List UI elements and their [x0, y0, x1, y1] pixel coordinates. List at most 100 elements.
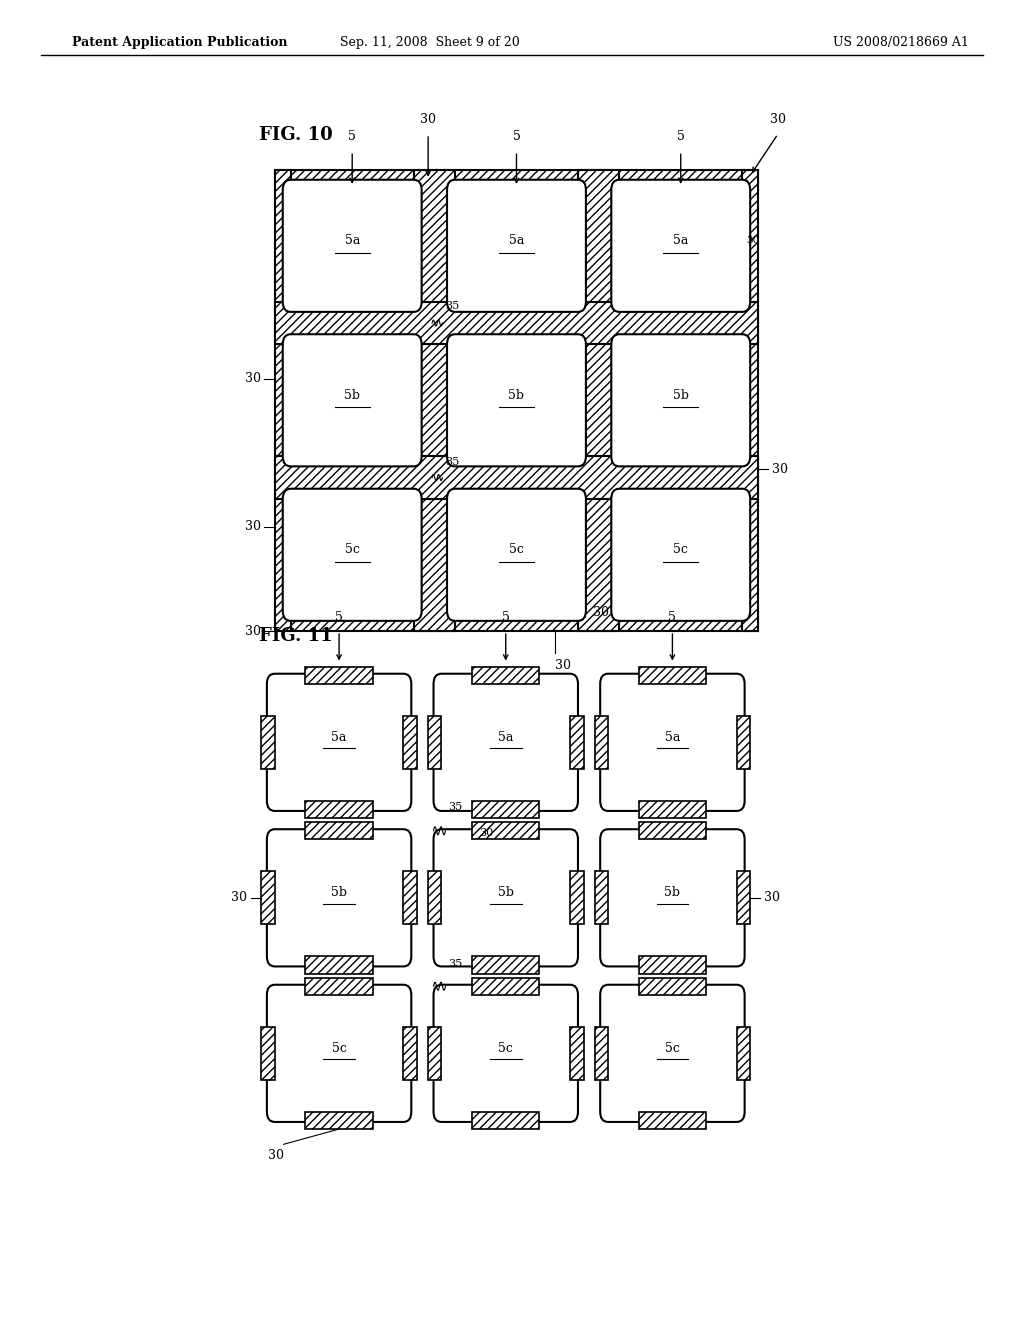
- Text: 5c: 5c: [674, 544, 688, 556]
- Text: 5a: 5a: [498, 731, 513, 743]
- FancyBboxPatch shape: [600, 829, 744, 966]
- Text: 30: 30: [593, 606, 609, 619]
- Bar: [736, 1027, 751, 1080]
- FancyBboxPatch shape: [611, 334, 751, 466]
- Text: FIG. 10: FIG. 10: [259, 127, 333, 144]
- Text: 30: 30: [772, 462, 788, 475]
- Bar: [472, 801, 540, 818]
- Bar: [428, 1027, 441, 1080]
- Bar: [472, 978, 540, 995]
- Bar: [428, 715, 441, 768]
- Text: 5c: 5c: [499, 1041, 513, 1055]
- Text: 30: 30: [245, 372, 260, 385]
- Bar: [742, 169, 758, 631]
- Text: 5b: 5b: [498, 886, 514, 899]
- Text: 30: 30: [746, 236, 760, 244]
- Text: 35: 35: [444, 301, 459, 312]
- FancyBboxPatch shape: [267, 829, 412, 966]
- FancyBboxPatch shape: [447, 180, 586, 312]
- Bar: [305, 956, 373, 974]
- Text: 30: 30: [770, 114, 786, 125]
- FancyBboxPatch shape: [447, 334, 586, 466]
- Text: 35: 35: [447, 803, 462, 812]
- Bar: [472, 822, 540, 840]
- Text: 5: 5: [669, 611, 676, 624]
- Text: 30: 30: [420, 114, 436, 125]
- Bar: [639, 667, 707, 684]
- Bar: [403, 871, 417, 924]
- FancyBboxPatch shape: [600, 673, 744, 810]
- FancyBboxPatch shape: [611, 488, 751, 620]
- Bar: [305, 801, 373, 818]
- Text: 5a: 5a: [665, 731, 680, 743]
- Text: 5b: 5b: [665, 886, 680, 899]
- Bar: [570, 715, 584, 768]
- Text: 30: 30: [231, 891, 247, 904]
- Bar: [261, 715, 274, 768]
- Text: 35: 35: [447, 960, 462, 969]
- Text: 30: 30: [555, 660, 571, 672]
- Bar: [736, 871, 751, 924]
- Text: 5c: 5c: [509, 544, 524, 556]
- Text: 5: 5: [348, 131, 356, 143]
- Bar: [595, 715, 608, 768]
- Bar: [736, 715, 751, 768]
- Text: 5b: 5b: [331, 886, 347, 899]
- Text: 5: 5: [502, 611, 510, 624]
- Bar: [570, 1027, 584, 1080]
- Text: FIG. 11: FIG. 11: [259, 627, 333, 645]
- Text: 5a: 5a: [332, 731, 347, 743]
- Bar: [578, 169, 620, 631]
- Text: 5a: 5a: [344, 234, 359, 247]
- Text: 30: 30: [765, 891, 780, 904]
- Bar: [472, 956, 540, 974]
- Text: Patent Application Publication: Patent Application Publication: [72, 36, 287, 49]
- Bar: [595, 1027, 608, 1080]
- Bar: [305, 978, 373, 995]
- Text: 5b: 5b: [509, 388, 524, 401]
- Text: 30: 30: [267, 1150, 284, 1163]
- FancyBboxPatch shape: [283, 488, 422, 620]
- Text: US 2008/0218669 A1: US 2008/0218669 A1: [834, 36, 969, 49]
- Text: 5a: 5a: [509, 234, 524, 247]
- Bar: [274, 169, 291, 631]
- Text: 5: 5: [677, 131, 685, 143]
- FancyBboxPatch shape: [267, 673, 412, 810]
- Text: Sep. 11, 2008  Sheet 9 of 20: Sep. 11, 2008 Sheet 9 of 20: [340, 36, 520, 49]
- FancyBboxPatch shape: [433, 673, 578, 810]
- Text: 5c: 5c: [332, 1041, 346, 1055]
- Bar: [472, 667, 540, 684]
- FancyBboxPatch shape: [433, 985, 578, 1122]
- FancyBboxPatch shape: [267, 985, 412, 1122]
- Bar: [639, 1111, 707, 1129]
- Bar: [639, 822, 707, 840]
- Bar: [261, 1027, 274, 1080]
- Bar: [595, 871, 608, 924]
- Bar: [472, 1111, 540, 1129]
- Bar: [403, 1027, 417, 1080]
- FancyBboxPatch shape: [283, 334, 422, 466]
- Bar: [305, 1111, 373, 1129]
- Bar: [403, 715, 417, 768]
- Bar: [639, 956, 707, 974]
- Bar: [261, 871, 274, 924]
- FancyBboxPatch shape: [283, 180, 422, 312]
- Bar: [274, 457, 758, 499]
- Text: 5: 5: [335, 611, 343, 624]
- FancyBboxPatch shape: [611, 180, 751, 312]
- Bar: [274, 302, 758, 345]
- Text: 35: 35: [444, 458, 459, 467]
- Bar: [428, 871, 441, 924]
- Bar: [639, 801, 707, 818]
- Text: 30: 30: [245, 520, 260, 533]
- Text: 30: 30: [245, 624, 260, 638]
- Text: 5b: 5b: [344, 388, 360, 401]
- Bar: [570, 871, 584, 924]
- Text: 30: 30: [479, 828, 493, 838]
- FancyBboxPatch shape: [447, 488, 586, 620]
- Bar: [274, 611, 758, 631]
- Text: 5a: 5a: [673, 234, 688, 247]
- FancyBboxPatch shape: [600, 985, 744, 1122]
- Bar: [305, 667, 373, 684]
- Text: 5b: 5b: [673, 388, 689, 401]
